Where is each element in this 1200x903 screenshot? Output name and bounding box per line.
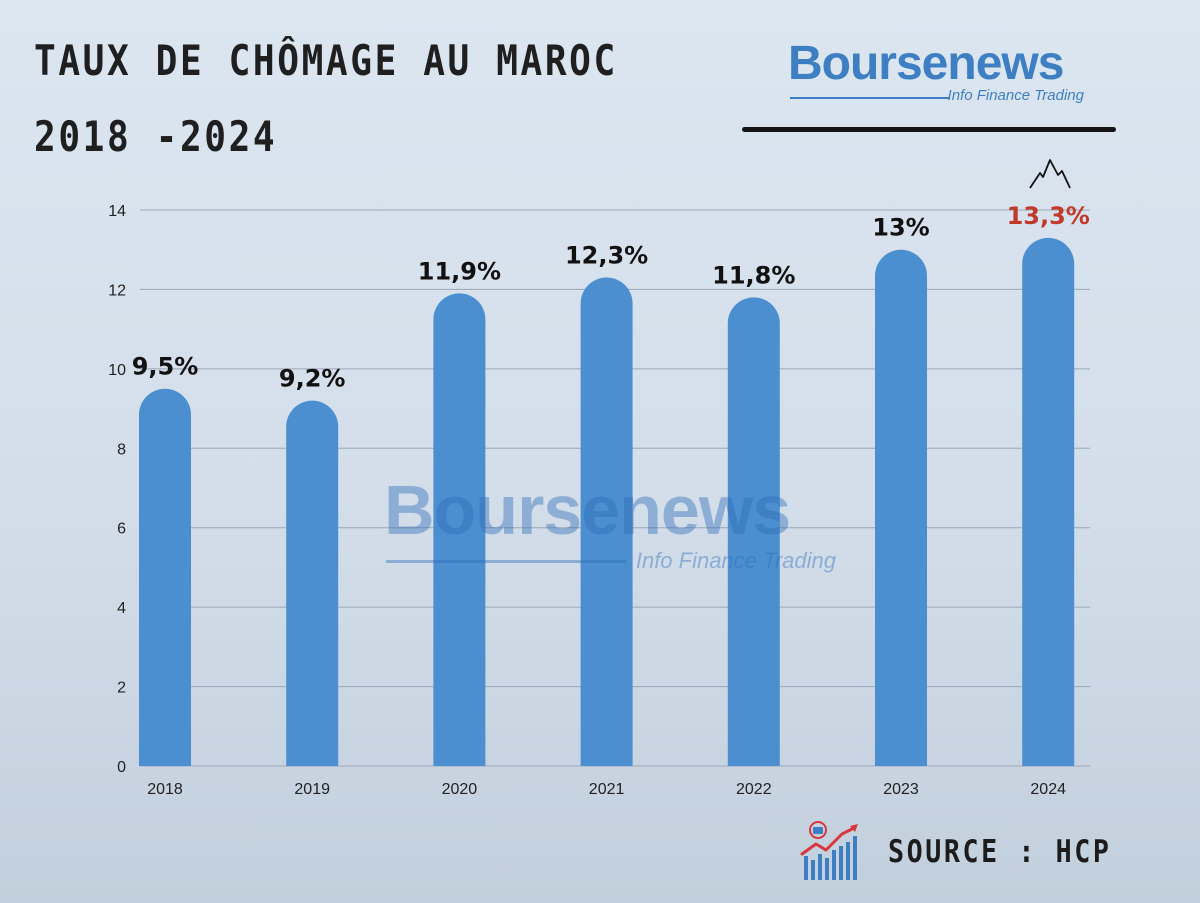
data-label: 13%	[872, 214, 929, 242]
brand-logo-name: Boursenews	[788, 37, 1064, 90]
y-tick-label: 12	[108, 282, 126, 299]
y-tick-label: 0	[117, 759, 126, 776]
bar-layer	[139, 237, 1075, 766]
data-label: 9,5%	[132, 353, 199, 381]
bar-2022	[727, 297, 780, 766]
brand-logo: Boursenews Info Finance Trading	[788, 36, 1098, 116]
x-tick-label: 2024	[1030, 781, 1066, 798]
x-tick-label: 2023	[883, 781, 919, 798]
x-tick-label: 2019	[294, 781, 330, 798]
data-label: 11,8%	[712, 261, 795, 289]
page-title: TAUX DE CHÔMAGE AU MAROC	[34, 36, 618, 85]
bar-2020	[433, 293, 486, 766]
growth-chart-icon	[800, 821, 858, 880]
label-layer: 2018 9,5% 2019 9,2% 2020 11,9% 2021 12,3% 2022 11…	[132, 202, 1090, 798]
page-subtitle: 2018 -2024	[34, 112, 278, 161]
data-label: 11,9%	[418, 257, 501, 285]
y-tick-label: 6	[117, 521, 126, 538]
source-label: SOURCE : HCP	[888, 834, 1112, 870]
bar-2023	[875, 249, 927, 766]
y-tick-label: 8	[117, 441, 126, 458]
y-tick-label: 2	[117, 680, 126, 697]
x-tick-label: 2022	[736, 781, 772, 798]
data-label: 12,3%	[565, 242, 648, 270]
bar-2018	[139, 388, 191, 766]
header-divider	[742, 127, 1116, 132]
x-tick-label: 2018	[147, 781, 183, 798]
bar-2021	[580, 277, 633, 766]
bar-2024	[1022, 237, 1075, 766]
brand-logo-underline	[790, 97, 950, 99]
x-tick-label: 2021	[589, 781, 625, 798]
data-label: 13,3%	[1007, 202, 1090, 230]
data-label: 9,2%	[279, 365, 346, 393]
y-tick-label: 14	[108, 203, 126, 220]
y-tick-label: 10	[108, 362, 126, 379]
mountain-peak-icon	[1029, 159, 1071, 189]
y-tick-label: 4	[117, 600, 126, 617]
brand-logo-tagline: Info Finance Trading	[947, 87, 1084, 104]
bar-2019	[286, 400, 339, 766]
x-tick-label: 2020	[442, 781, 478, 798]
